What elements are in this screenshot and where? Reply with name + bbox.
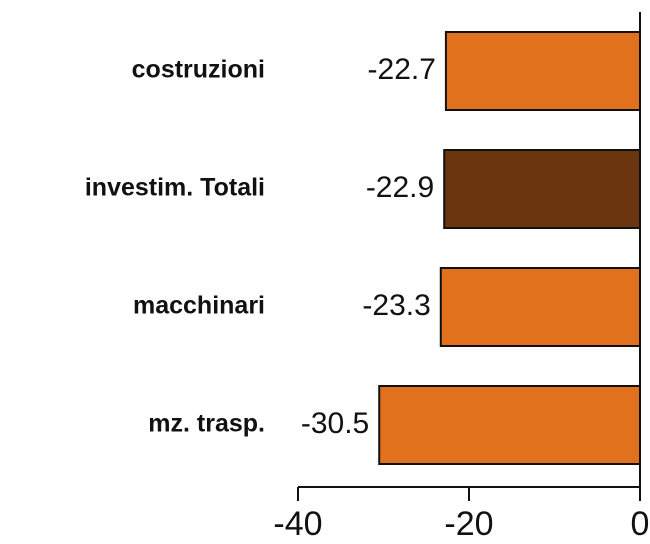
x-tick-label: -20 [444,505,493,543]
category-label: investim. Totali [85,174,265,202]
bar [443,149,641,229]
bar [444,31,642,111]
value-label: -23.3 [362,289,430,322]
value-label: -22.9 [366,171,434,204]
x-tick-label: 0 [631,505,650,543]
category-label: costruzioni [132,56,265,84]
value-label: -22.7 [368,53,436,86]
value-label: -30.5 [301,407,369,440]
category-label: mz. trasp. [148,410,265,438]
category-label: macchinari [133,292,265,320]
bar [439,267,641,347]
x-tick-label: -40 [273,505,322,543]
bar [378,385,641,465]
